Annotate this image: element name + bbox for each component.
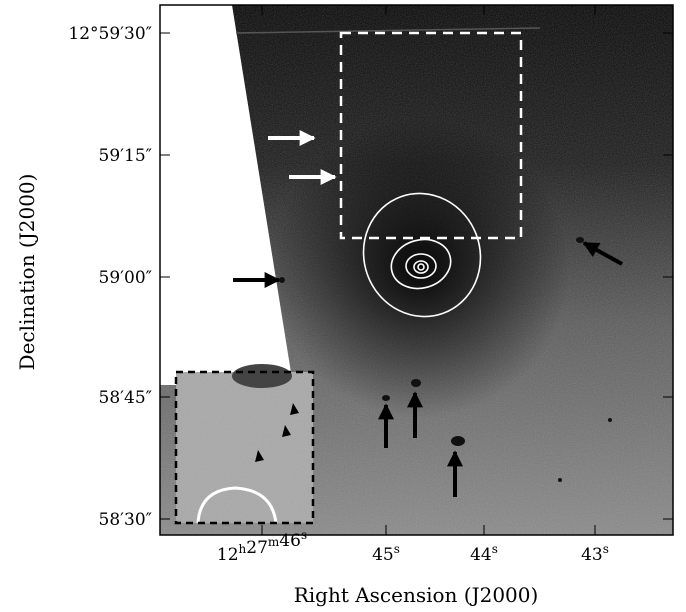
- arrows: [233, 130, 623, 497]
- y-tick-label: 59′15″: [99, 146, 152, 166]
- inset: [174, 364, 315, 525]
- x-tick-label: 45s: [372, 542, 400, 565]
- x-axis-label: Right Ascension (J2000): [294, 583, 539, 607]
- y-tick-label: 58′30″: [99, 510, 152, 530]
- y-tick-label: 12°59′30″: [68, 24, 152, 44]
- x-tick-label: 44s: [470, 542, 498, 565]
- y-tick-label: 59′00″: [99, 268, 152, 288]
- x-tick-label: 43s: [581, 542, 609, 565]
- y-tick-label: 58′45″: [99, 388, 152, 408]
- y-axis-label: Declination (J2000): [15, 174, 39, 371]
- tick-labels: 12h27m46s 45s 44s 43s 12°59′30″ 59′15″ 59′00″ 5…: [68, 24, 609, 565]
- frame: [159, 4, 674, 536]
- x-tick-label: 12h27m46s: [217, 528, 307, 565]
- sky-image: [160, 5, 673, 535]
- ticks: [160, 5, 673, 535]
- contours: [362, 192, 482, 318]
- zoom-box: [339, 31, 523, 240]
